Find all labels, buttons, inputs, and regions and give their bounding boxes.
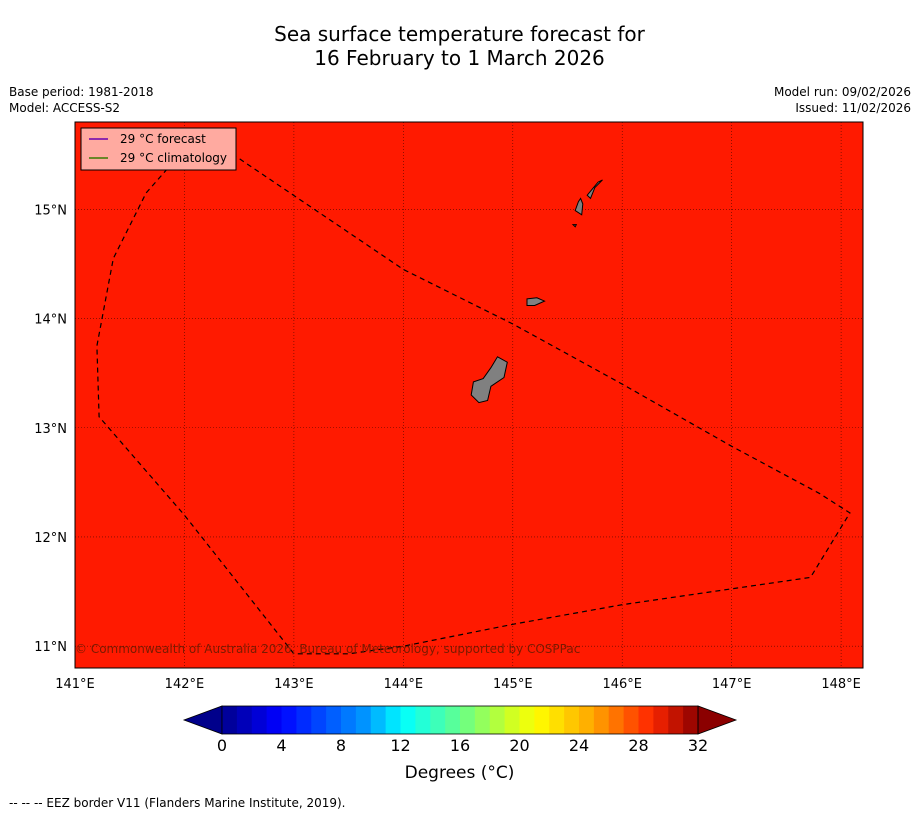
colorbar-bin	[311, 706, 327, 734]
lon-tick-label: 146°E	[602, 677, 642, 692]
lon-tick-label: 147°E	[712, 677, 752, 692]
base-period: Base period: 1981-2018	[9, 85, 154, 99]
colorbar-bin	[251, 706, 268, 734]
colorbar-bin	[504, 706, 520, 734]
lat-tick-label: 12°N	[34, 531, 67, 546]
lon-tick-label: 142°E	[165, 677, 205, 692]
colorbar-under-arrow	[182, 705, 223, 735]
colorbar-bin	[326, 706, 342, 734]
sst-field	[74, 121, 864, 669]
colorbar-bin	[266, 706, 282, 734]
colorbar-tick-label: 16	[450, 736, 470, 755]
colorbar-bin	[519, 706, 535, 734]
eez-border	[96, 143, 851, 655]
chart-title: Sea surface temperature forecast for 16 …	[0, 22, 919, 70]
colorbar-bin	[400, 706, 416, 734]
island-rota	[526, 297, 546, 306]
legend-label: 29 °C forecast	[120, 132, 206, 146]
colorbar-tick-label: 8	[336, 736, 346, 755]
colorbar-tick-label: 0	[217, 736, 227, 755]
colorbar-bin	[608, 706, 625, 734]
lon-tick-label: 143°E	[274, 677, 314, 692]
lat-tick-label: 14°N	[34, 313, 67, 328]
eez-footnote: -- -- -- EEZ border V11 (Flanders Marine…	[9, 796, 346, 810]
colorbar-tick-label: 12	[390, 736, 410, 755]
colorbar-bin	[489, 706, 506, 734]
legend-label: 29 °C climatology	[120, 151, 227, 165]
island-tinian	[574, 197, 584, 216]
latitude-ticks: 11°N 12°N 13°N 14°N 15°N	[34, 203, 67, 655]
title-line-2: 16 February to 1 March 2026	[314, 46, 605, 70]
colorbar-bin	[341, 706, 357, 734]
colorbar	[182, 705, 738, 735]
issued-date: Issued: 11/02/2026	[795, 101, 911, 115]
colorbar-bin	[236, 706, 253, 734]
colorbar-over-arrow	[697, 705, 738, 735]
longitude-ticks: 141°E 142°E 143°E 144°E 145°E 146°E 147°E 148°E	[55, 677, 861, 692]
legend-box	[80, 127, 237, 171]
copyright-text: © Commonwealth of Australia 2026, Bureau…	[75, 642, 580, 656]
colorbar-bin	[370, 706, 387, 734]
colorbar-bin	[460, 706, 476, 734]
model-name: Model: ACCESS-S2	[9, 101, 121, 115]
meta-left: Base period: 1981-2018 Model: ACCESS-S2	[9, 84, 154, 116]
colorbar-bin	[653, 706, 669, 734]
colorbar-ticks: 0 4 8 12 16 20 24 28 32	[217, 736, 708, 755]
colorbar-tick-label: 28	[628, 736, 648, 755]
graticule	[74, 122, 863, 668]
model-run: Model run: 09/02/2026	[773, 85, 911, 99]
meta-right: Model run: 09/02/2026 Issued: 11/02/2026	[774, 84, 911, 116]
colorbar-bin	[430, 706, 446, 734]
colorbar-bin	[281, 706, 297, 734]
colorbar-bin	[355, 706, 372, 734]
title-line-1: Sea surface temperature forecast for	[274, 22, 645, 46]
colorbar-bin	[222, 706, 238, 734]
colorbar-bin	[638, 706, 654, 734]
colorbar-bin	[564, 706, 580, 734]
colorbar-bin	[579, 706, 595, 734]
colorbar-bin	[296, 706, 312, 734]
colorbar-bin	[683, 706, 699, 734]
colorbar-tick-label: 24	[569, 736, 589, 755]
colorbar-title: Degrees (°C)	[404, 763, 515, 783]
colorbar-bin	[534, 706, 550, 734]
colorbar-bin	[385, 706, 401, 734]
lat-tick-label: 11°N	[34, 640, 67, 655]
island-aguijan	[571, 224, 578, 228]
colorbar-bin	[623, 706, 639, 734]
lon-tick-label: 144°E	[384, 677, 424, 692]
lat-tick-label: 13°N	[34, 422, 67, 437]
eez-border-line	[96, 143, 851, 655]
lon-tick-label: 148°E	[821, 677, 861, 692]
colorbar-bin	[668, 706, 684, 734]
lon-tick-label: 145°E	[493, 677, 533, 692]
colorbar-bin	[445, 706, 461, 734]
colorbar-bin	[549, 706, 565, 734]
colorbar-tick-label: 32	[688, 736, 708, 755]
lat-tick-label: 15°N	[34, 203, 67, 218]
colorbar-outline	[221, 705, 699, 735]
colorbar-tick-label: 20	[509, 736, 529, 755]
colorbar-bin	[415, 706, 431, 734]
island-saipan	[586, 179, 603, 200]
colorbar-tick-label: 4	[276, 736, 286, 755]
colorbar-bin	[474, 706, 491, 734]
land-masses	[470, 179, 603, 404]
colorbar-bin	[593, 706, 610, 734]
map-legend: 29 °C forecast 29 °C climatology	[80, 127, 237, 171]
island-guam	[470, 356, 508, 404]
lon-tick-label: 141°E	[55, 677, 95, 692]
